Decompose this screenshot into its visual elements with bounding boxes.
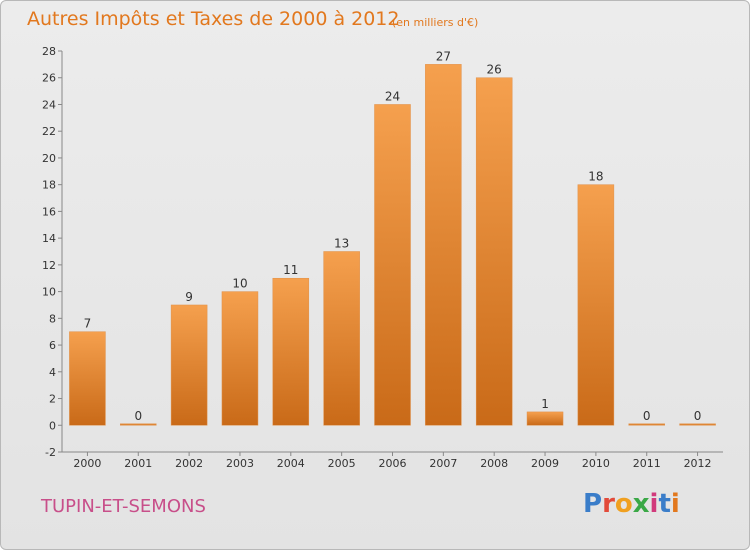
- data-label-2001: 0: [134, 409, 142, 423]
- bar-2012: [679, 423, 716, 426]
- y-tick-label: 16: [42, 205, 56, 218]
- y-tick-label: 2: [49, 393, 56, 406]
- proxiti-logo: Proxiti: [583, 489, 680, 519]
- x-tick-label: 2005: [328, 457, 356, 470]
- data-label-2010: 18: [588, 170, 603, 184]
- chart-title: Autres Impôts et Taxes de 2000 à 2012: [27, 8, 400, 30]
- bar-2007: [425, 64, 462, 426]
- data-label-2012: 0: [694, 409, 702, 423]
- y-tick-label: 24: [42, 98, 56, 111]
- y-tick-label: -2: [45, 446, 56, 459]
- data-label-2007: 27: [436, 49, 451, 63]
- y-tick-label: 0: [49, 419, 56, 432]
- y-tick-label: 8: [49, 312, 56, 325]
- data-label-2005: 13: [334, 237, 349, 251]
- data-label-2000: 7: [84, 317, 92, 331]
- x-tick-label: 2008: [480, 457, 508, 470]
- bar-2006: [374, 104, 411, 426]
- data-label-2004: 11: [283, 263, 298, 277]
- y-tick-label: 6: [49, 339, 56, 352]
- chart-unit: (en milliers d'€): [392, 16, 479, 29]
- place-name: TUPIN-ET-SEMONS: [41, 496, 206, 517]
- y-tick-label: 20: [42, 152, 56, 165]
- data-label-2003: 10: [232, 277, 247, 291]
- x-tick-label: 2011: [633, 457, 661, 470]
- y-tick-label: 28: [42, 45, 56, 58]
- y-tick-label: 14: [42, 232, 56, 245]
- y-tick-label: 10: [42, 286, 56, 299]
- bar-2009: [526, 411, 564, 426]
- data-label-2006: 24: [385, 89, 400, 103]
- x-tick-label: 2002: [175, 457, 203, 470]
- x-tick-label: 2010: [582, 457, 610, 470]
- x-tick-label: 2003: [226, 457, 254, 470]
- data-label-2009: 1: [541, 397, 549, 411]
- data-label-2011: 0: [643, 409, 651, 423]
- y-tick-label: 22: [42, 125, 56, 138]
- bar-2001: [120, 423, 157, 426]
- bar-2004: [272, 277, 310, 426]
- x-tick-label: 2007: [429, 457, 457, 470]
- x-tick-label: 2000: [73, 457, 101, 470]
- bar-2002: [170, 304, 208, 426]
- y-tick-label: 18: [42, 179, 56, 192]
- x-tick-label: 2006: [379, 457, 407, 470]
- data-label-2008: 26: [487, 63, 502, 77]
- data-label-2002: 9: [185, 290, 193, 304]
- x-tick-label: 2009: [531, 457, 559, 470]
- x-tick-label: 2004: [277, 457, 305, 470]
- x-tick-label: 2012: [684, 457, 712, 470]
- bar-2008: [475, 77, 513, 426]
- bar-2010: [577, 184, 615, 426]
- bar-2000: [69, 331, 106, 426]
- y-tick-label: 4: [49, 366, 56, 379]
- y-tick-label: 26: [42, 72, 56, 85]
- bar-2005: [323, 251, 360, 426]
- bar-2003: [221, 291, 259, 426]
- y-tick-label: 12: [42, 259, 56, 272]
- bar-2011: [628, 423, 665, 426]
- x-tick-label: 2001: [124, 457, 152, 470]
